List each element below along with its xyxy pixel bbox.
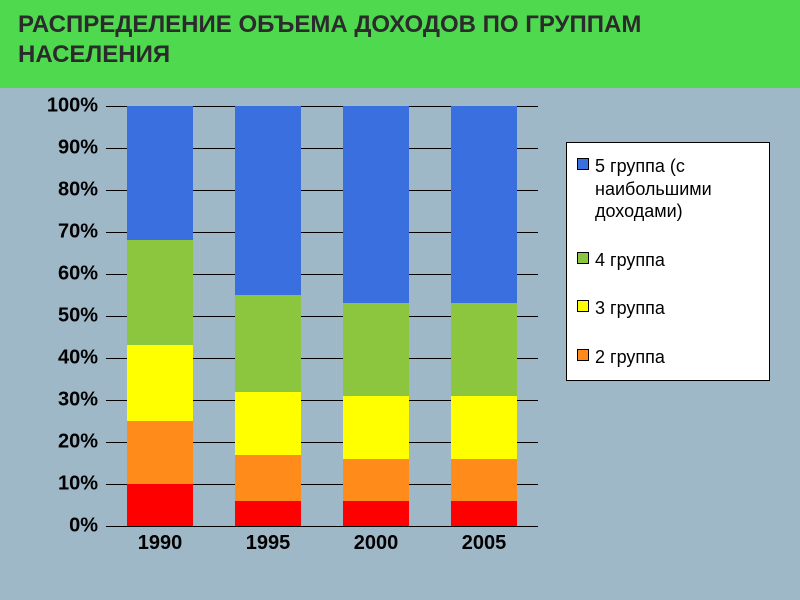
y-axis-label: 20% [58,431,106,454]
legend-label: 5 группа (с наибольшими доходами) [595,155,759,223]
legend-swatch [577,349,589,361]
legend-swatch [577,252,589,264]
bar [127,106,194,526]
bar-segment-g4 [343,303,410,395]
bar-segment-g1 [127,484,194,526]
y-axis-label: 100% [47,95,106,118]
bar-segment-g3 [235,392,302,455]
legend-item: 4 группа [577,249,759,272]
x-axis-label: 1995 [246,526,291,555]
plot-area: 0%10%20%30%40%50%60%70%80%90%100%1990199… [106,106,538,526]
bar-segment-g3 [451,396,518,459]
bar [235,106,302,526]
y-axis-label: 30% [58,389,106,412]
legend: 5 группа (с наибольшими доходами) 4 групп… [566,142,770,381]
y-axis-label: 40% [58,347,106,370]
bar-segment-g2 [343,459,410,501]
y-axis-label: 50% [58,305,106,328]
legend-label: 3 группа [595,297,665,320]
y-axis-label: 90% [58,137,106,160]
bar-segment-g3 [343,396,410,459]
bar-segment-g1 [235,501,302,526]
bar-segment-g5 [451,106,518,303]
page-title: РАСПРЕДЕЛЕНИЕ ОБЪЕМА ДОХОДОВ ПО ГРУППАМ … [0,0,800,88]
bar-segment-g4 [451,303,518,395]
chart-container: 0% 10% 20% 30% 40% 50% 60% 70% 80% 90% 100% 1990 199… [0,88,800,600]
bar [451,106,518,526]
bar-segment-g5 [343,106,410,303]
x-axis-label: 2005 [462,526,507,555]
x-axis-label: 2000 [354,526,399,555]
legend-swatch [577,158,589,170]
y-axis-label: 10% [58,473,106,496]
y-axis-label: 80% [58,179,106,202]
bar-segment-g4 [235,295,302,392]
stacked-bar-chart: 0% 10% 20% 30% 40% 50% 60% 70% 80% 90% 100% 1990 199… [0,88,800,600]
x-axis-label: 1990 [138,526,183,555]
bar-segment-g2 [451,459,518,501]
page-title-text: РАСПРЕДЕЛЕНИЕ ОБЪЕМА ДОХОДОВ ПО ГРУППАМ … [18,11,641,68]
y-axis-label: 70% [58,221,106,244]
legend-label: 4 группа [595,249,665,272]
bar [343,106,410,526]
legend-item: 5 группа (с наибольшими доходами) [577,155,759,223]
bar-segment-g1 [451,501,518,526]
legend-swatch [577,300,589,312]
y-axis-label: 60% [58,263,106,286]
legend-label: 2 группа [595,346,665,369]
legend-item: 3 группа [577,297,759,320]
bar-segment-g1 [343,501,410,526]
bar-segment-g5 [235,106,302,295]
bar-segment-g3 [127,345,194,421]
y-axis-label: 0% [69,515,106,538]
bar-segment-g2 [235,455,302,501]
legend-item: 2 группа [577,346,759,369]
bar-segment-g4 [127,240,194,345]
bar-segment-g5 [127,106,194,240]
bar-segment-g2 [127,421,194,484]
